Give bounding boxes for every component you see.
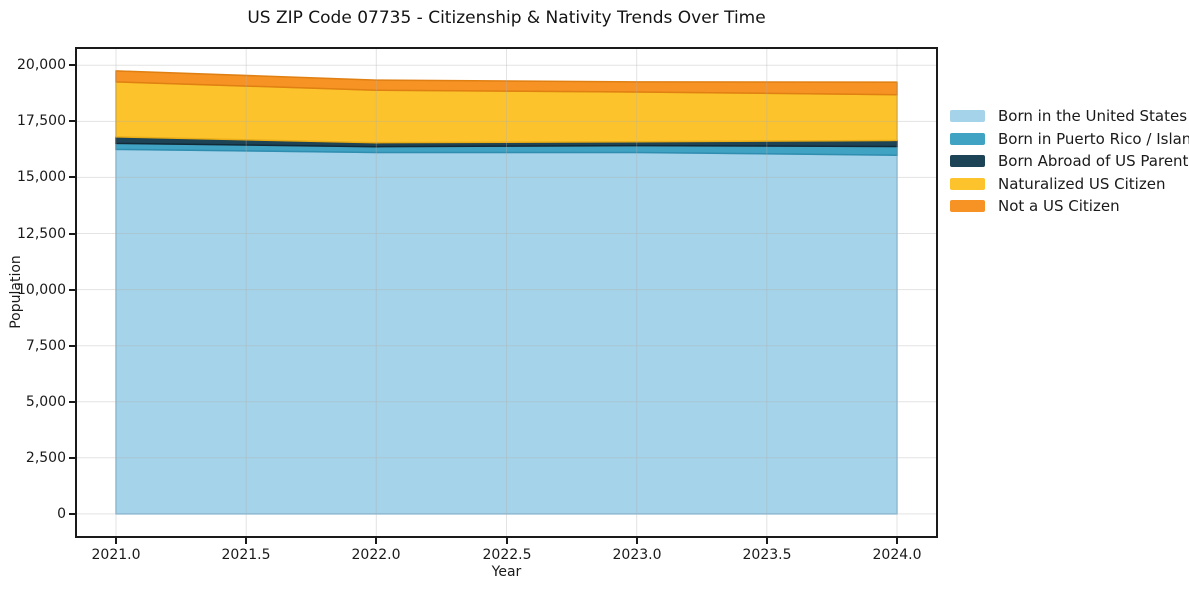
legend-label: Born in Puerto Rico / Islands [998, 129, 1189, 148]
y-tick-label: 5,000 [25, 394, 66, 410]
y-tick-label: 7,500 [25, 338, 66, 354]
legend-label: Naturalized US Citizen [998, 174, 1166, 193]
x-tick-mark [506, 538, 508, 544]
y-tick-mark [69, 233, 75, 235]
legend: Born in the United States Born in Puerto … [950, 105, 1189, 218]
legend-item-4: Not a US Citizen [950, 195, 1189, 218]
y-tick-mark [69, 289, 75, 291]
y-tick-mark [69, 457, 75, 459]
y-tick-mark [69, 120, 75, 122]
x-tick-mark [896, 538, 898, 544]
legend-swatch-icon [950, 110, 985, 123]
x-tick-mark [766, 538, 768, 544]
legend-swatch-icon [950, 200, 985, 213]
y-tick-mark [69, 345, 75, 347]
legend-swatch-icon [950, 132, 985, 145]
y-tick-mark [69, 176, 75, 178]
legend-item-2: Born Abroad of US Parent(s) [950, 150, 1189, 173]
y-tick-label: 2,500 [25, 450, 66, 466]
x-tick-label: 2021.5 [221, 547, 271, 563]
stacked-area-chart [77, 49, 936, 536]
y-tick-mark [69, 513, 75, 515]
x-tick-label: 2022.5 [482, 547, 532, 563]
x-tick-label: 2022.0 [351, 547, 401, 563]
legend-label: Not a US Citizen [998, 197, 1120, 216]
x-axis-label: Year [491, 564, 522, 580]
plot-area [75, 47, 938, 538]
legend-item-1: Born in Puerto Rico / Islands [950, 128, 1189, 151]
x-tick-label: 2024.0 [872, 547, 922, 563]
x-tick-mark [245, 538, 247, 544]
y-tick-label: 15,000 [17, 169, 66, 185]
x-tick-label: 2023.0 [612, 547, 662, 563]
area-series-4 [115, 70, 898, 96]
legend-item-3: Naturalized US Citizen [950, 173, 1189, 196]
x-tick-label: 2023.5 [742, 547, 792, 563]
y-tick-label: 20,000 [17, 57, 66, 73]
x-tick-label: 2021.0 [91, 547, 141, 563]
y-tick-label: 12,500 [17, 226, 66, 242]
legend-label: Born in the United States [998, 107, 1188, 126]
y-tick-label: 10,000 [17, 282, 66, 298]
chart-title: US ZIP Code 07735 - Citizenship & Nativi… [247, 8, 766, 28]
x-tick-mark [636, 538, 638, 544]
y-tick-mark [69, 64, 75, 66]
y-tick-mark [69, 401, 75, 403]
y-tick-label: 0 [57, 506, 66, 522]
legend-item-0: Born in the United States [950, 105, 1189, 128]
x-tick-mark [375, 538, 377, 544]
legend-swatch-icon [950, 155, 985, 168]
legend-swatch-icon [950, 177, 985, 190]
y-tick-label: 17,500 [17, 113, 66, 129]
x-tick-mark [115, 538, 117, 544]
legend-label: Born Abroad of US Parent(s) [998, 152, 1189, 171]
